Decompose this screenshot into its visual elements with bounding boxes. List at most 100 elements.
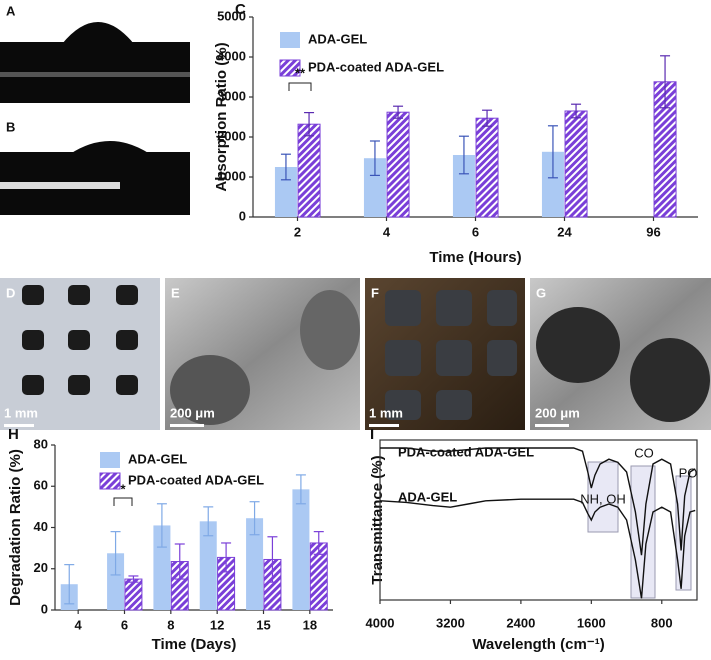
bar: [541, 151, 564, 217]
error-bar: [128, 575, 139, 583]
bar: [292, 489, 310, 610]
error-bar: [547, 125, 558, 179]
band-highlight: [587, 461, 692, 599]
significance-bracket: [113, 497, 133, 506]
x-tick-label: 96: [646, 224, 660, 239]
legend-swatch: [279, 59, 301, 77]
legend-label: PDA-coated ADA-GEL: [308, 59, 444, 74]
error-bar: [221, 542, 232, 573]
legend-label: ADA-GEL: [308, 31, 367, 46]
band-label: PO: [679, 465, 698, 480]
error-bar: [267, 536, 278, 583]
x-tick-label: 18: [303, 617, 317, 632]
bar: [274, 167, 297, 217]
error-bar: [203, 506, 214, 537]
y-tick-label: 80: [34, 436, 48, 451]
error-bar: [369, 140, 380, 176]
x-tick-label: 6: [472, 224, 479, 239]
y-axis-title: Absorption Ratio (%): [213, 42, 230, 191]
x-tick-label: 12: [210, 617, 224, 632]
legend-label: ADA-GEL: [128, 451, 187, 466]
image-panel: B: [0, 112, 190, 215]
x-tick-label: 2400: [506, 615, 535, 630]
y-axis-title: Transmittance (%): [369, 455, 386, 584]
image-panel: D 1 mm: [0, 278, 160, 430]
spectrum-line: [379, 498, 696, 599]
series-label: ADA-GEL: [398, 489, 457, 504]
legend-swatch: [100, 452, 120, 468]
y-axis-title: Degradation Ratio (%): [7, 449, 24, 606]
bar: [246, 518, 264, 610]
significance-bracket: [288, 82, 312, 91]
x-axis-title: Wavelength (cm⁻¹): [472, 636, 604, 653]
image-panel: G 200 μm: [530, 278, 711, 430]
bar: [386, 111, 410, 218]
error-bar: [249, 501, 260, 536]
series-label: PDA-coated ADA-GEL: [398, 444, 534, 459]
scale-bar-label: 1 mm: [4, 405, 38, 420]
error-bar: [660, 55, 671, 109]
y-tick-label: 60: [34, 478, 48, 493]
spectrum-line: [380, 447, 696, 556]
y-tick-label: 0: [239, 208, 246, 223]
bar: [107, 553, 125, 610]
y-tick-label: 2000: [217, 128, 246, 143]
bar: [297, 123, 321, 218]
panel-label: C: [235, 1, 246, 18]
image-panel: E 200 μm: [165, 278, 360, 430]
x-tick-label: 3200: [436, 615, 465, 630]
panel-label: F: [371, 285, 379, 300]
panel-label: A: [6, 3, 16, 18]
plot-frame: [379, 439, 698, 601]
image-panel: F 1 mm: [365, 278, 525, 430]
bar: [475, 117, 499, 218]
band-label: CO: [634, 445, 654, 460]
error-bar: [174, 543, 185, 580]
y-tick-label: 20: [34, 560, 48, 575]
error-bar: [156, 503, 167, 548]
error-bar: [295, 474, 306, 505]
image-panel: A: [0, 0, 190, 103]
significance-label: *: [120, 481, 126, 496]
error-bar: [110, 531, 121, 576]
x-tick-label: 24: [557, 224, 572, 239]
legend-swatch: [99, 472, 121, 490]
bar: [199, 521, 217, 610]
panel-label: H: [8, 426, 19, 443]
bar: [564, 110, 588, 218]
x-tick-label: 8: [167, 617, 174, 632]
bar: [363, 158, 386, 217]
x-tick-label: 15: [256, 617, 270, 632]
y-tick-label: 5000: [217, 8, 246, 23]
x-tick-label: 1600: [577, 615, 606, 630]
panel-label: I: [370, 426, 374, 443]
band-label: NH, OH: [580, 491, 626, 506]
x-tick-label: 4: [383, 224, 391, 239]
y-tick-label: 3000: [217, 88, 246, 103]
y-tick-label: 4000: [217, 48, 246, 63]
legend-swatch: [280, 32, 300, 48]
scale-bar-label: 200 μm: [170, 405, 215, 420]
error-bar: [64, 564, 75, 605]
x-tick-label: 2: [294, 224, 301, 239]
bar: [124, 578, 143, 611]
panel-label: D: [6, 285, 15, 300]
error-bar: [393, 105, 404, 119]
x-tick-label: 4000: [366, 615, 395, 630]
panel-label: G: [536, 285, 546, 300]
panel-label: E: [171, 285, 180, 300]
error-bar: [304, 111, 315, 137]
bar: [452, 155, 475, 217]
x-axis-title: Time (Hours): [429, 249, 521, 266]
x-axis-title: Time (Days): [152, 636, 237, 653]
legend-label: PDA-coated ADA-GEL: [128, 472, 264, 487]
x-tick-label: 800: [651, 615, 673, 630]
panel-label: B: [6, 119, 15, 134]
error-bar: [571, 103, 582, 119]
y-tick-label: 0: [41, 601, 48, 616]
error-bar: [280, 153, 291, 181]
y-tick-label: 1000: [217, 168, 246, 183]
error-bar: [313, 531, 324, 555]
significance-label: **: [295, 65, 306, 80]
